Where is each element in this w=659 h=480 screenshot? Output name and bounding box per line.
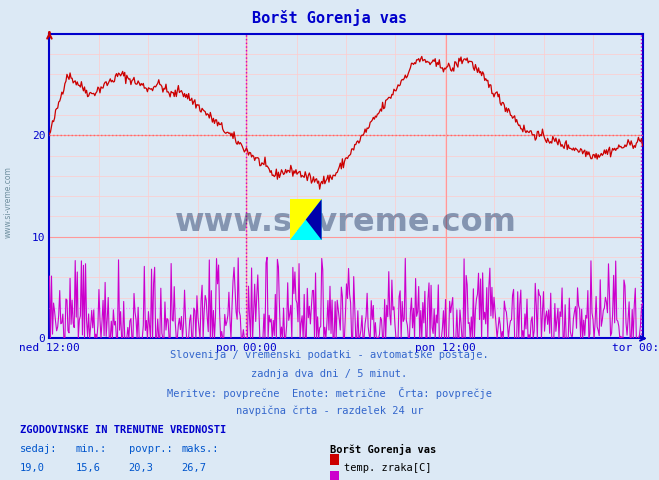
Text: Boršt Gorenja vas: Boršt Gorenja vas bbox=[252, 9, 407, 26]
Text: Boršt Gorenja vas: Boršt Gorenja vas bbox=[330, 444, 436, 455]
Text: min.:: min.: bbox=[76, 444, 107, 454]
Text: sedaj:: sedaj: bbox=[20, 444, 57, 454]
Polygon shape bbox=[290, 199, 322, 240]
Text: zadnja dva dni / 5 minut.: zadnja dva dni / 5 minut. bbox=[251, 369, 408, 379]
Text: Meritve: povprečne  Enote: metrične  Črta: povprečje: Meritve: povprečne Enote: metrične Črta:… bbox=[167, 387, 492, 399]
Text: 26,7: 26,7 bbox=[181, 463, 206, 473]
Text: ZGODOVINSKE IN TRENUTNE VREDNOSTI: ZGODOVINSKE IN TRENUTNE VREDNOSTI bbox=[20, 425, 226, 435]
Text: 19,0: 19,0 bbox=[20, 463, 45, 473]
Text: maks.:: maks.: bbox=[181, 444, 219, 454]
Text: www.si-vreme.com: www.si-vreme.com bbox=[3, 166, 13, 238]
Text: Slovenija / vremenski podatki - avtomatske postaje.: Slovenija / vremenski podatki - avtomats… bbox=[170, 350, 489, 360]
Text: povpr.:: povpr.: bbox=[129, 444, 172, 454]
Text: 20,3: 20,3 bbox=[129, 463, 154, 473]
Text: www.si-vreme.com: www.si-vreme.com bbox=[175, 207, 517, 238]
Text: temp. zraka[C]: temp. zraka[C] bbox=[344, 463, 432, 473]
Polygon shape bbox=[290, 199, 322, 240]
Text: 15,6: 15,6 bbox=[76, 463, 101, 473]
Polygon shape bbox=[306, 199, 322, 240]
Text: navpična črta - razdelek 24 ur: navpična črta - razdelek 24 ur bbox=[236, 405, 423, 416]
